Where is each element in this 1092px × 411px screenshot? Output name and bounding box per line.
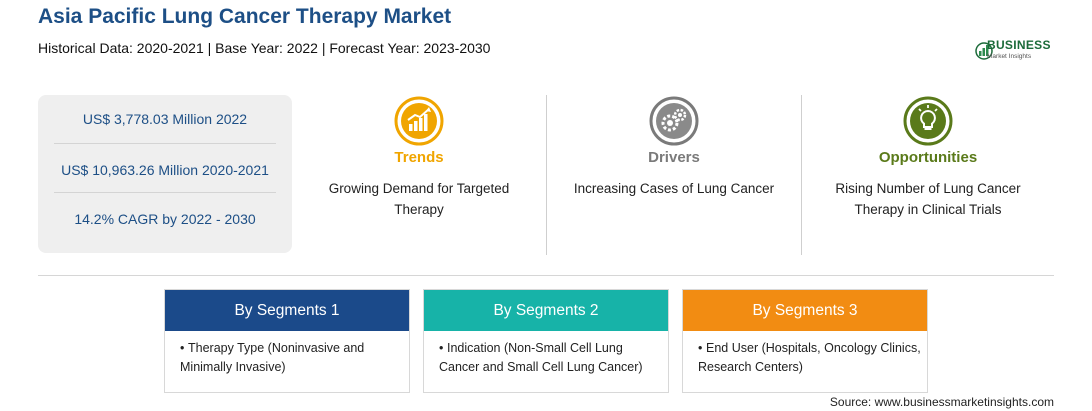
logo-word: BUSINESS (987, 38, 1051, 52)
segment-3-body: • End User (Hospitals, Oncology Clinics, … (698, 339, 923, 377)
segment-2-text: Indication (Non-Small Cell Lung Cancer a… (439, 341, 643, 374)
cagr-value: 14.2% CAGR by 2022 - 2030 (74, 211, 256, 227)
page-title: Asia Pacific Lung Cancer Therapy Market (38, 5, 452, 28)
stats-divider (54, 192, 276, 193)
market-stats-panel: US$ 3,778.03 Million 2022 US$ 10,963.26 … (38, 95, 292, 253)
source-link[interactable]: Source: www.businessmarketinsights.com (829, 395, 1054, 409)
drivers-title: Drivers (648, 149, 700, 166)
gears-icon (649, 96, 699, 146)
trend-chart-icon (394, 96, 444, 146)
opportunities-description: Rising Number of Lung Cancer Therapy in … (835, 181, 1021, 217)
segment-card-2: By Segments 2 • Indication (Non-Small Cel… (423, 289, 669, 393)
bullet-icon: • (439, 341, 444, 355)
section-divider (38, 275, 1054, 276)
segment-card-3: By Segments 3 • End User (Hospitals, Onco… (682, 289, 928, 393)
segment-1-header: By Segments 1 (165, 290, 409, 331)
business-market-insights-logo[interactable]: BUSINESS Market Insights (975, 37, 1065, 67)
market-value-historical: US$ 10,963.26 Million 2020-2021 (61, 162, 269, 178)
drivers-description: Increasing Cases of Lung Cancer (573, 181, 775, 196)
column-divider (546, 95, 547, 255)
market-value-2022: US$ 3,778.03 Million 2022 (82, 111, 248, 127)
segment-1-text: Therapy Type (Noninvasive and Minimally … (180, 341, 365, 374)
logo-subtext: Market Insights (987, 53, 1032, 60)
segment-2-body: • Indication (Non-Small Cell Lung Cancer … (439, 339, 664, 377)
bullet-icon: • (698, 341, 703, 355)
opportunities-title: Opportunities (878, 149, 978, 166)
page-subtitle: Historical Data: 2020-2021 | Base Year: … (38, 40, 491, 56)
trends-description: Growing Demand for Targeted Therapy (328, 181, 510, 217)
logo-globe-icon (975, 42, 993, 60)
segment-card-1: By Segments 1 • Therapy Type (Noninvasive… (164, 289, 410, 393)
stats-divider (54, 143, 276, 144)
segment-3-text: End User (Hospitals, Oncology Clinics, R… (698, 341, 921, 374)
bullet-icon: • (180, 341, 185, 355)
trends-title: Trends (394, 149, 444, 166)
column-divider (801, 95, 802, 255)
segment-3-header: By Segments 3 (683, 290, 927, 331)
segment-1-body: • Therapy Type (Noninvasive and Minimally… (180, 339, 405, 377)
lightbulb-icon (903, 96, 953, 146)
segment-2-header: By Segments 2 (424, 290, 668, 331)
